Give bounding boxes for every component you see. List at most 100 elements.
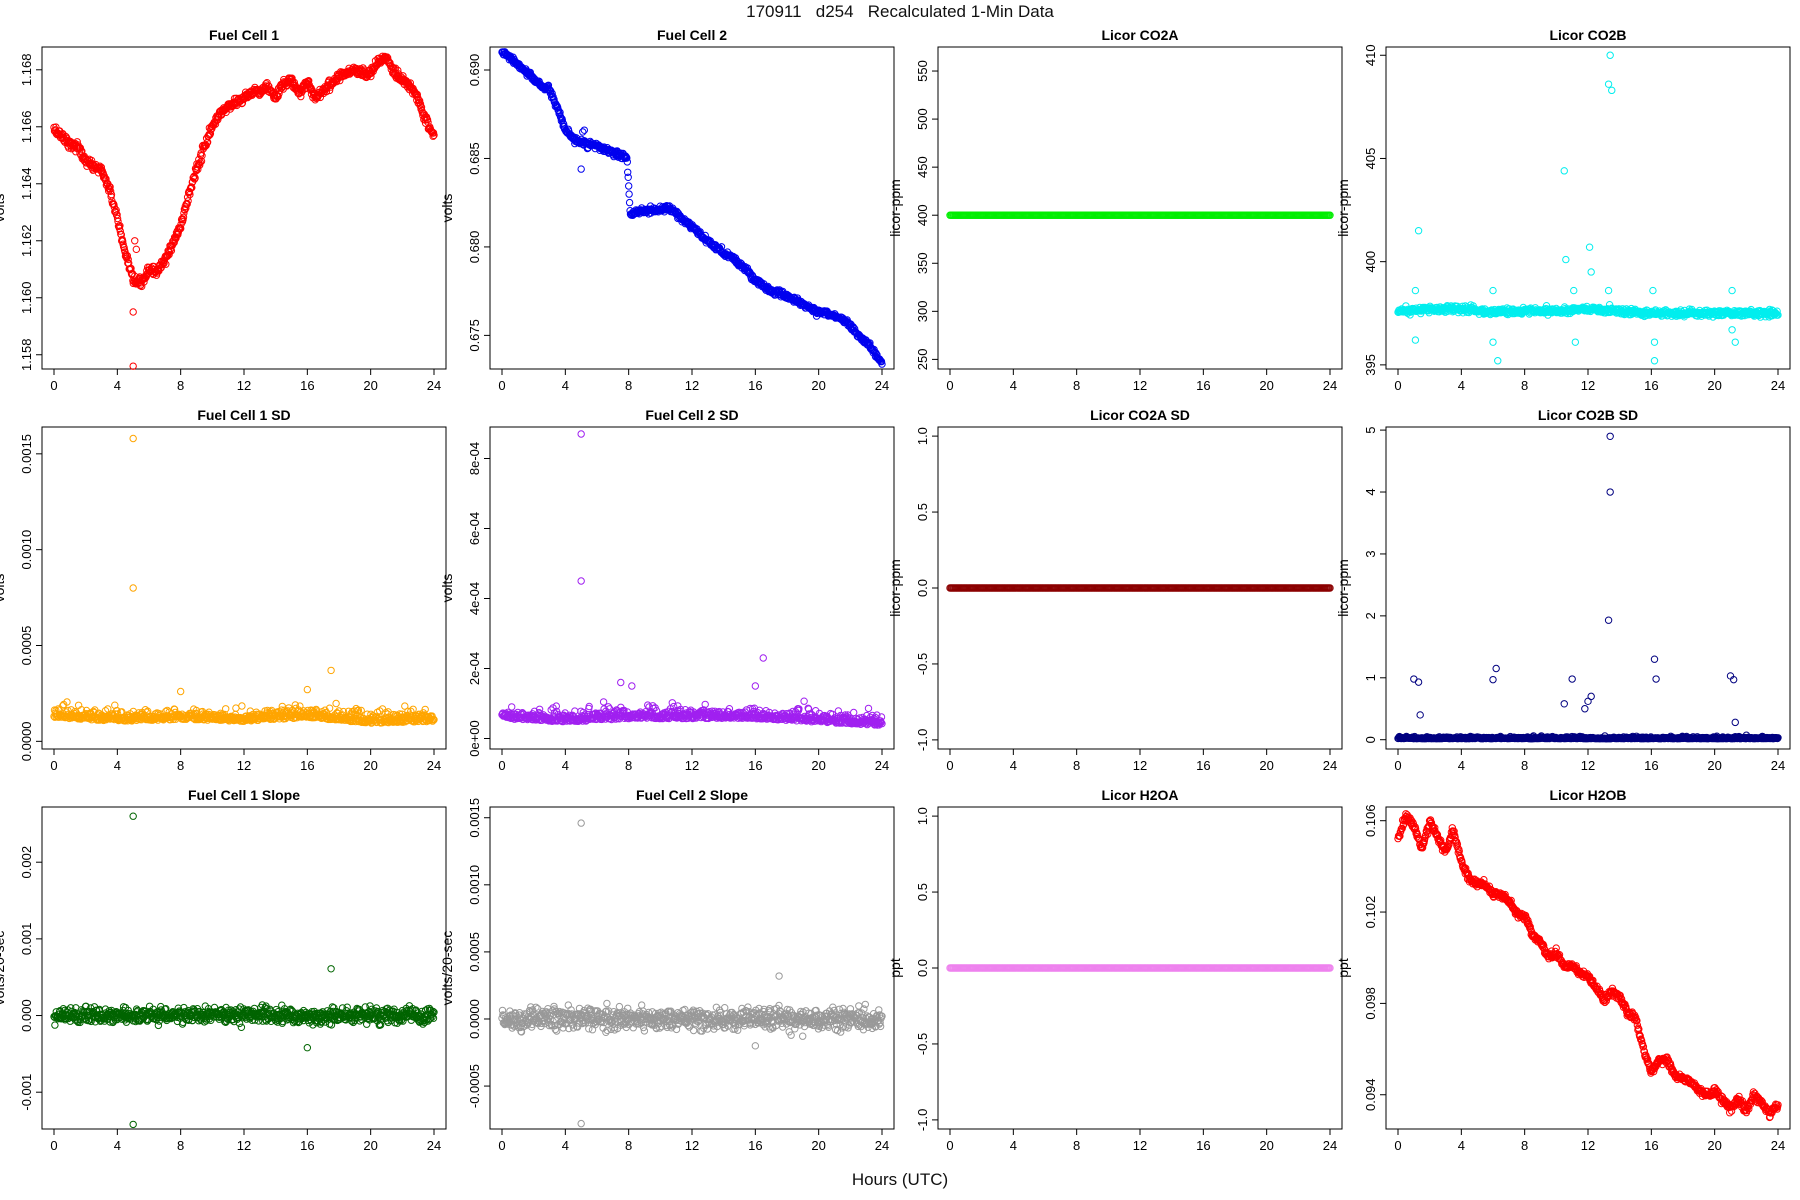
x-tick-label: 12 <box>685 758 699 773</box>
plot-frame <box>489 426 895 750</box>
outlier-point <box>1411 336 1420 344</box>
x-tick-label: 0 <box>50 378 57 393</box>
data-point <box>416 100 425 108</box>
x-tick-label: 24 <box>1323 758 1337 773</box>
data-point <box>413 90 421 99</box>
x-tick-label: 0 <box>498 758 505 773</box>
data-points <box>498 48 886 368</box>
x-tick-label: 4 <box>114 378 121 393</box>
y-tick-label: 450 <box>915 156 930 178</box>
data-point <box>864 704 873 713</box>
plot-frame <box>1385 46 1791 370</box>
data-point <box>850 708 858 717</box>
panel-title: Fuel Cell 1 SD <box>197 407 290 423</box>
plot-frame <box>937 46 1343 370</box>
x-tick-label: 4 <box>1458 378 1465 393</box>
outlier-point <box>1608 86 1616 95</box>
data-point <box>128 269 137 278</box>
x-tick-label: 16 <box>1196 378 1210 393</box>
data-point <box>112 206 120 214</box>
data-points <box>946 584 1334 592</box>
data-point <box>116 227 125 235</box>
x-tick-label: 20 <box>363 758 377 773</box>
x-tick-label: 24 <box>1323 378 1337 393</box>
outlier-point <box>129 434 137 443</box>
x-tick-label: 20 <box>363 378 377 393</box>
outlier-point <box>1604 80 1613 88</box>
outlier-point <box>1560 167 1568 175</box>
y-tick-label: 250 <box>915 349 930 371</box>
outlier-point <box>1570 286 1578 295</box>
x-tick-label: 12 <box>685 378 699 393</box>
y-tick-label: 0.675 <box>467 319 482 352</box>
y-tick-label: 1.166 <box>19 111 34 144</box>
y-tick-label: 0.685 <box>467 142 482 175</box>
data-point <box>288 74 296 82</box>
outlier-point <box>129 362 137 370</box>
data-point <box>394 66 402 75</box>
outlier-point <box>1489 286 1497 295</box>
x-tick-label: 24 <box>875 378 889 393</box>
x-tick-label: 24 <box>1771 378 1785 393</box>
outlier-point <box>577 430 585 438</box>
data-point <box>124 255 132 264</box>
y-tick-label: 410 <box>1363 44 1378 66</box>
data-point <box>162 260 170 268</box>
data-point <box>430 131 438 140</box>
data-points <box>498 430 886 729</box>
y-tick-label: 400 <box>1363 251 1378 273</box>
panel-title: Fuel Cell 2 SD <box>645 407 738 423</box>
y-tick-label: 1.162 <box>19 224 34 257</box>
x-tick-label: 24 <box>427 378 441 393</box>
y-axis-title: licor-ppm <box>887 179 903 237</box>
x-tick-label: 24 <box>427 758 441 773</box>
data-point <box>206 130 215 138</box>
data-point <box>180 209 188 217</box>
y-axis-title: licor-ppm <box>1335 179 1351 237</box>
data-point <box>198 152 206 160</box>
outlier-point <box>1731 338 1739 346</box>
data-points <box>946 211 1334 219</box>
outlier-point <box>1606 51 1614 59</box>
data-point <box>196 158 204 167</box>
y-tick-label: 1.160 <box>19 281 34 314</box>
data-point <box>429 132 437 140</box>
y-tick-label: 0.680 <box>467 231 482 264</box>
data-points <box>1394 51 1782 365</box>
y-tick-label: 395 <box>1363 354 1378 376</box>
outlier-point <box>176 687 185 696</box>
outlier-point <box>751 682 760 690</box>
panel-title: Fuel Cell 1 <box>209 27 279 43</box>
data-point <box>123 254 131 263</box>
data-point <box>800 697 808 705</box>
data-point <box>174 228 183 237</box>
y-tick-label: 0e+00 <box>467 720 482 757</box>
data-point <box>197 157 206 166</box>
y-tick-label: 1.164 <box>19 168 34 201</box>
outlier-point <box>1571 338 1580 346</box>
y-tick-label: 1.158 <box>19 338 34 371</box>
x-tick-label: 16 <box>748 758 762 773</box>
data-point <box>114 217 122 226</box>
x-tick-label: 8 <box>1521 378 1528 393</box>
data-point <box>106 187 115 196</box>
y-tick-label: 0.5 <box>915 503 930 521</box>
outlier-point <box>1650 357 1659 365</box>
x-tick-label: 20 <box>811 758 825 773</box>
data-point <box>123 252 132 260</box>
data-point <box>106 183 114 191</box>
y-axis-title: volts <box>0 574 7 603</box>
x-tick-label: 0 <box>1394 378 1401 393</box>
outlier-point <box>577 577 585 585</box>
x-tick-label: 0 <box>50 758 57 773</box>
data-point <box>167 246 176 255</box>
data-point <box>423 116 432 124</box>
x-tick-label: 16 <box>1644 378 1658 393</box>
x-tick-label: 8 <box>625 758 632 773</box>
x-tick-label: 20 <box>1259 758 1273 773</box>
